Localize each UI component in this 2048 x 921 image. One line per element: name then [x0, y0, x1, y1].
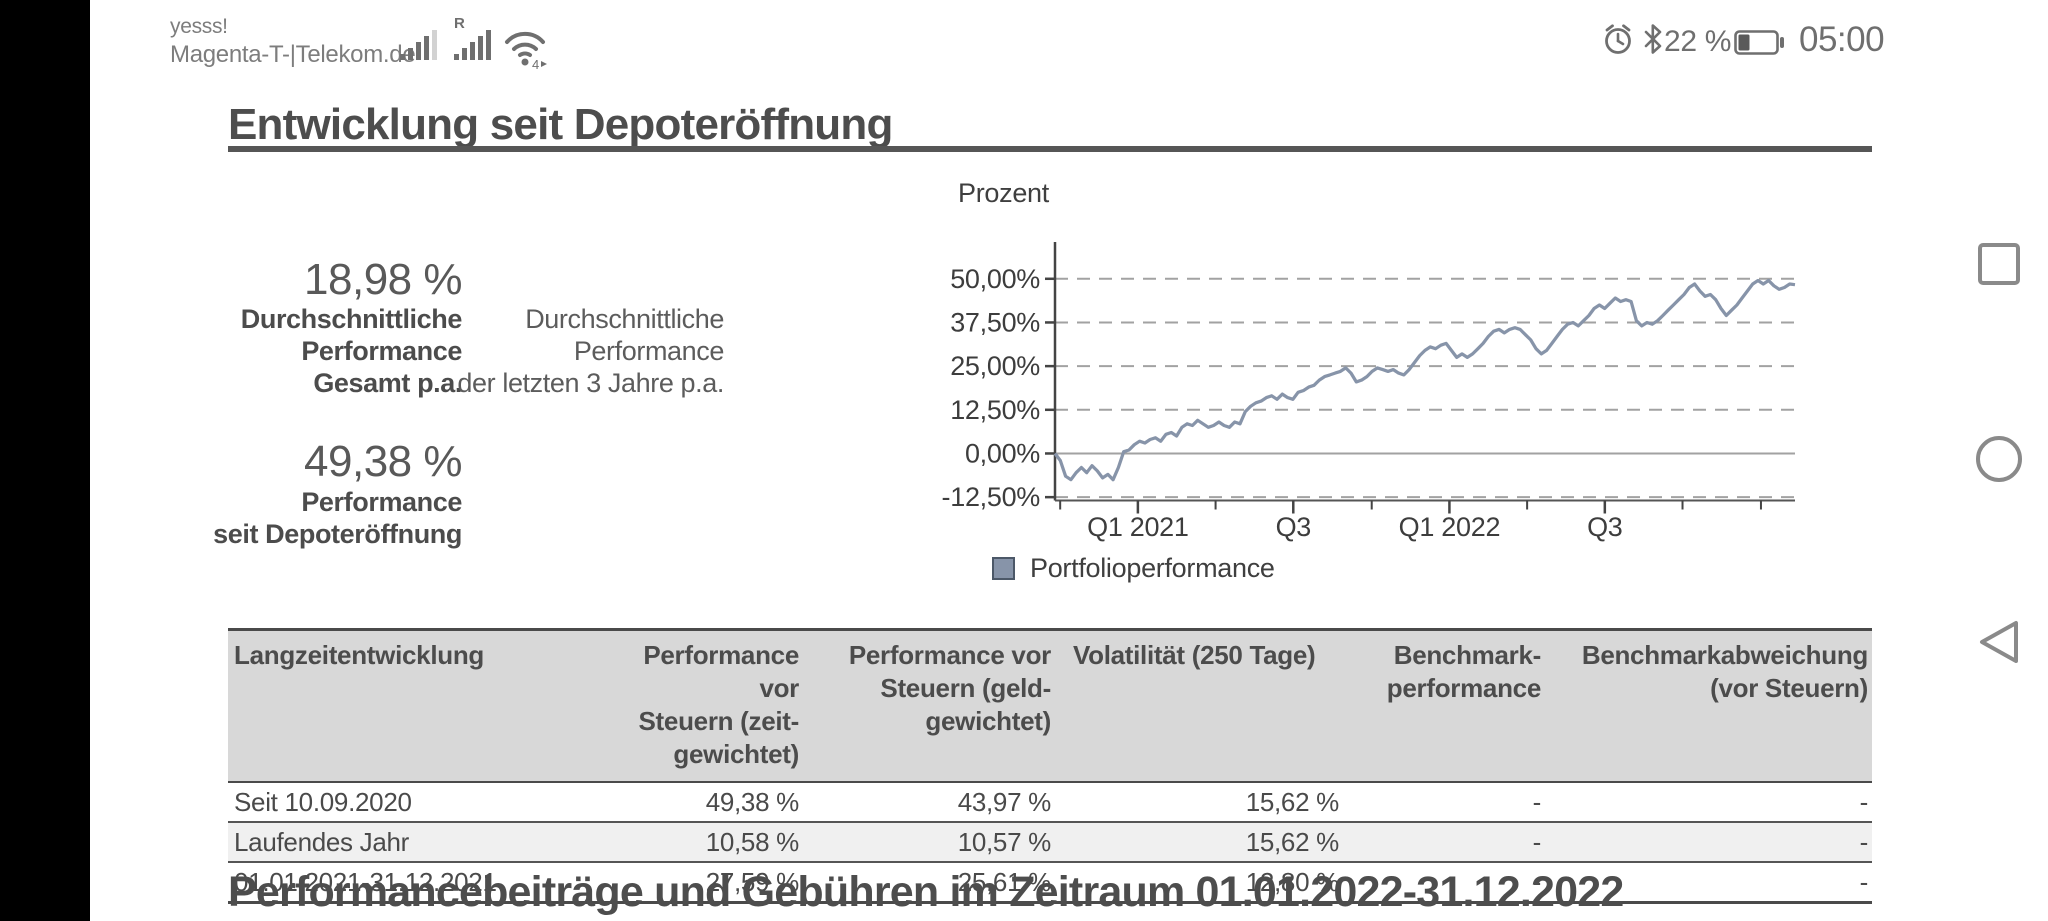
table-cell: -: [1532, 827, 1542, 857]
table-row: Seit 10.09.2020 49,38 % 43,97 % 15,62 % - -: [228, 782, 1872, 822]
legend-swatch: [992, 557, 1015, 580]
carrier-line2: Magenta-T-|Telekom.de: [170, 41, 416, 69]
y-tick-label: 25,00%: [950, 351, 1040, 381]
header-cell: Benchmark- performance: [1343, 629, 1545, 782]
stat-avg-performance-value: 18,98 %: [304, 255, 462, 304]
carrier-info: yesss! Magenta-T-|Telekom.de: [170, 14, 416, 70]
table-cell: -: [1859, 787, 1869, 817]
header-cell: Volatilität (250 Tage): [1055, 629, 1343, 782]
performance-line-chart: 50,00% 37,50% 25,00% 12,50% 0,00% -12,50% Q1 2…: [942, 242, 1796, 542]
y-tick-label: 50,00%: [950, 264, 1040, 294]
back-button[interactable]: [1976, 619, 2022, 665]
y-tick-label: 12,50%: [950, 395, 1040, 425]
roaming-signal-icon: R: [454, 15, 491, 60]
alarm-icon: [1605, 24, 1631, 54]
x-tick-label: Q1 2021: [1087, 512, 1188, 542]
title-rule: [228, 146, 1872, 152]
battery-icon: [1734, 30, 1784, 55]
recents-button[interactable]: [1976, 241, 2022, 287]
table-body: Seit 10.09.2020 49,38 % 43,97 % 15,62 % - - La…: [228, 782, 1872, 903]
battery-percent-label: 22 %: [1664, 25, 1732, 58]
header-cell: Langzeitentwicklung: [228, 629, 608, 782]
x-tick-label: Q3: [1587, 512, 1622, 542]
header-cell: Benchmarkabweichung (vor Steuern): [1545, 629, 1872, 782]
signal-strength-icon: [400, 30, 437, 60]
x-tick-label: Q3: [1276, 512, 1311, 542]
page-title: Entwicklung seit Depoteröffnung: [228, 100, 893, 149]
stat-total-performance-value: 49,38 %: [304, 437, 462, 486]
bluetooth-icon: [1644, 24, 1662, 54]
table-cell: Seit 10.09.2020: [234, 787, 412, 817]
table-cell: 10,58 %: [705, 827, 800, 857]
y-tick-label: -12,50%: [942, 482, 1041, 512]
table-row: 01.01.2021-31.12.2021 27,59 % 25,61 % 12,80…: [228, 862, 1872, 903]
chart-axis-title: Prozent: [958, 178, 1049, 208]
stat-total-performance-label: Performance seit Depoteröffnung: [213, 487, 462, 549]
table-cell: 10,57 %: [957, 827, 1052, 857]
table-cell: -: [1859, 827, 1869, 857]
table-cell: 15,62 %: [1245, 827, 1340, 857]
table-cell: 49,38 %: [705, 787, 800, 817]
performance-chart: Prozent 50,00% 37,50% 25,00% 12,50% 0,00% -12…: [930, 170, 1820, 610]
y-tick-label: 37,50%: [950, 307, 1040, 337]
table-cell: 15,62 %: [1245, 787, 1340, 817]
chart-legend: Portfolioperformance: [992, 553, 1275, 584]
stat-avg-performance-note: Durchschnittliche Performance der letzte…: [457, 304, 724, 398]
camera-notch-bar: [0, 0, 90, 921]
section2-title: Performancebeiträge und Gebühren im Zeit…: [228, 868, 1624, 916]
table-row: Laufendes Jahr 10,58 % 10,57 % 15,62 % - -: [228, 822, 1872, 862]
y-tick-label: 0,00%: [965, 438, 1040, 468]
table-cell: -: [1532, 787, 1542, 817]
home-button[interactable]: [1974, 434, 2024, 484]
table-cell: -: [1532, 867, 1542, 897]
roaming-r-glyph: R: [454, 15, 465, 32]
clock-time: 05:00: [1799, 20, 1885, 59]
table-cell: 43,97 %: [957, 787, 1052, 817]
legend-label: Portfolioperformance: [1030, 553, 1275, 583]
table-cell: 12,80 %: [1245, 867, 1340, 897]
table-cell: 27,59 %: [705, 867, 800, 897]
table-cell: 25,61 %: [957, 867, 1052, 897]
svg-text:4: 4: [532, 57, 539, 70]
portfolio-performance-line: [1053, 278, 1796, 482]
table-cell: -: [1859, 867, 1869, 897]
header-cell: Performance vor Steuern (zeit- gewichtet…: [608, 629, 803, 782]
stat-avg-performance-label: Durchschnittliche Performance Gesamt p.a…: [240, 304, 463, 398]
carrier-line1: yesss!: [170, 15, 228, 38]
wifi-icon: 4: [505, 31, 547, 70]
long-term-performance-table: Langzeitentwicklung Performance vor Steue…: [228, 628, 1872, 904]
table-cell: 01.01.2021-31.12.2021: [234, 867, 497, 897]
x-tick-label: Q1 2022: [1399, 512, 1500, 542]
table-header: Langzeitentwicklung Performance vor Steue…: [228, 629, 1872, 782]
table-cell: Laufendes Jahr: [234, 827, 410, 857]
header-cell: Performance vor Steuern (geld- gewichtet…: [803, 629, 1055, 782]
